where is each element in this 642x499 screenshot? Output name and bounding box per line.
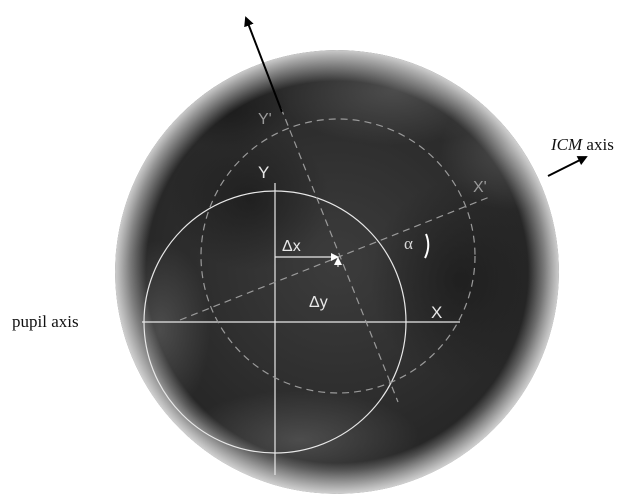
x-prime-label: X' [473,179,487,196]
lens-body [115,50,559,494]
icm-axis-label-italic: ICM [550,135,583,154]
icm-axis-label: ICM axis [550,135,614,154]
alpha-label: α [404,234,413,253]
icm-x-axis-line [179,195,493,321]
icm-y-axis-line [280,107,399,403]
y-label: Y [258,163,269,182]
delta-x-arrowhead [331,253,339,261]
pupil-axis-label: pupil axis [12,312,79,331]
icm-circle [200,118,476,394]
delta-y-arrowhead [334,257,342,265]
delta-y-label: Δy [309,294,328,311]
pupil-circle [143,190,407,454]
y-prime-label: Y' [258,111,272,128]
alpha-angle-arc [424,233,430,259]
x-label: X [431,303,442,322]
pupil-axes [142,183,460,475]
icm-y-arrow [244,16,283,113]
delta-x-label: Δx [282,238,301,255]
icm-axis-arrow [547,156,588,177]
icm-axes [179,107,493,403]
icm-axis-label-suffix: axis [582,135,614,154]
